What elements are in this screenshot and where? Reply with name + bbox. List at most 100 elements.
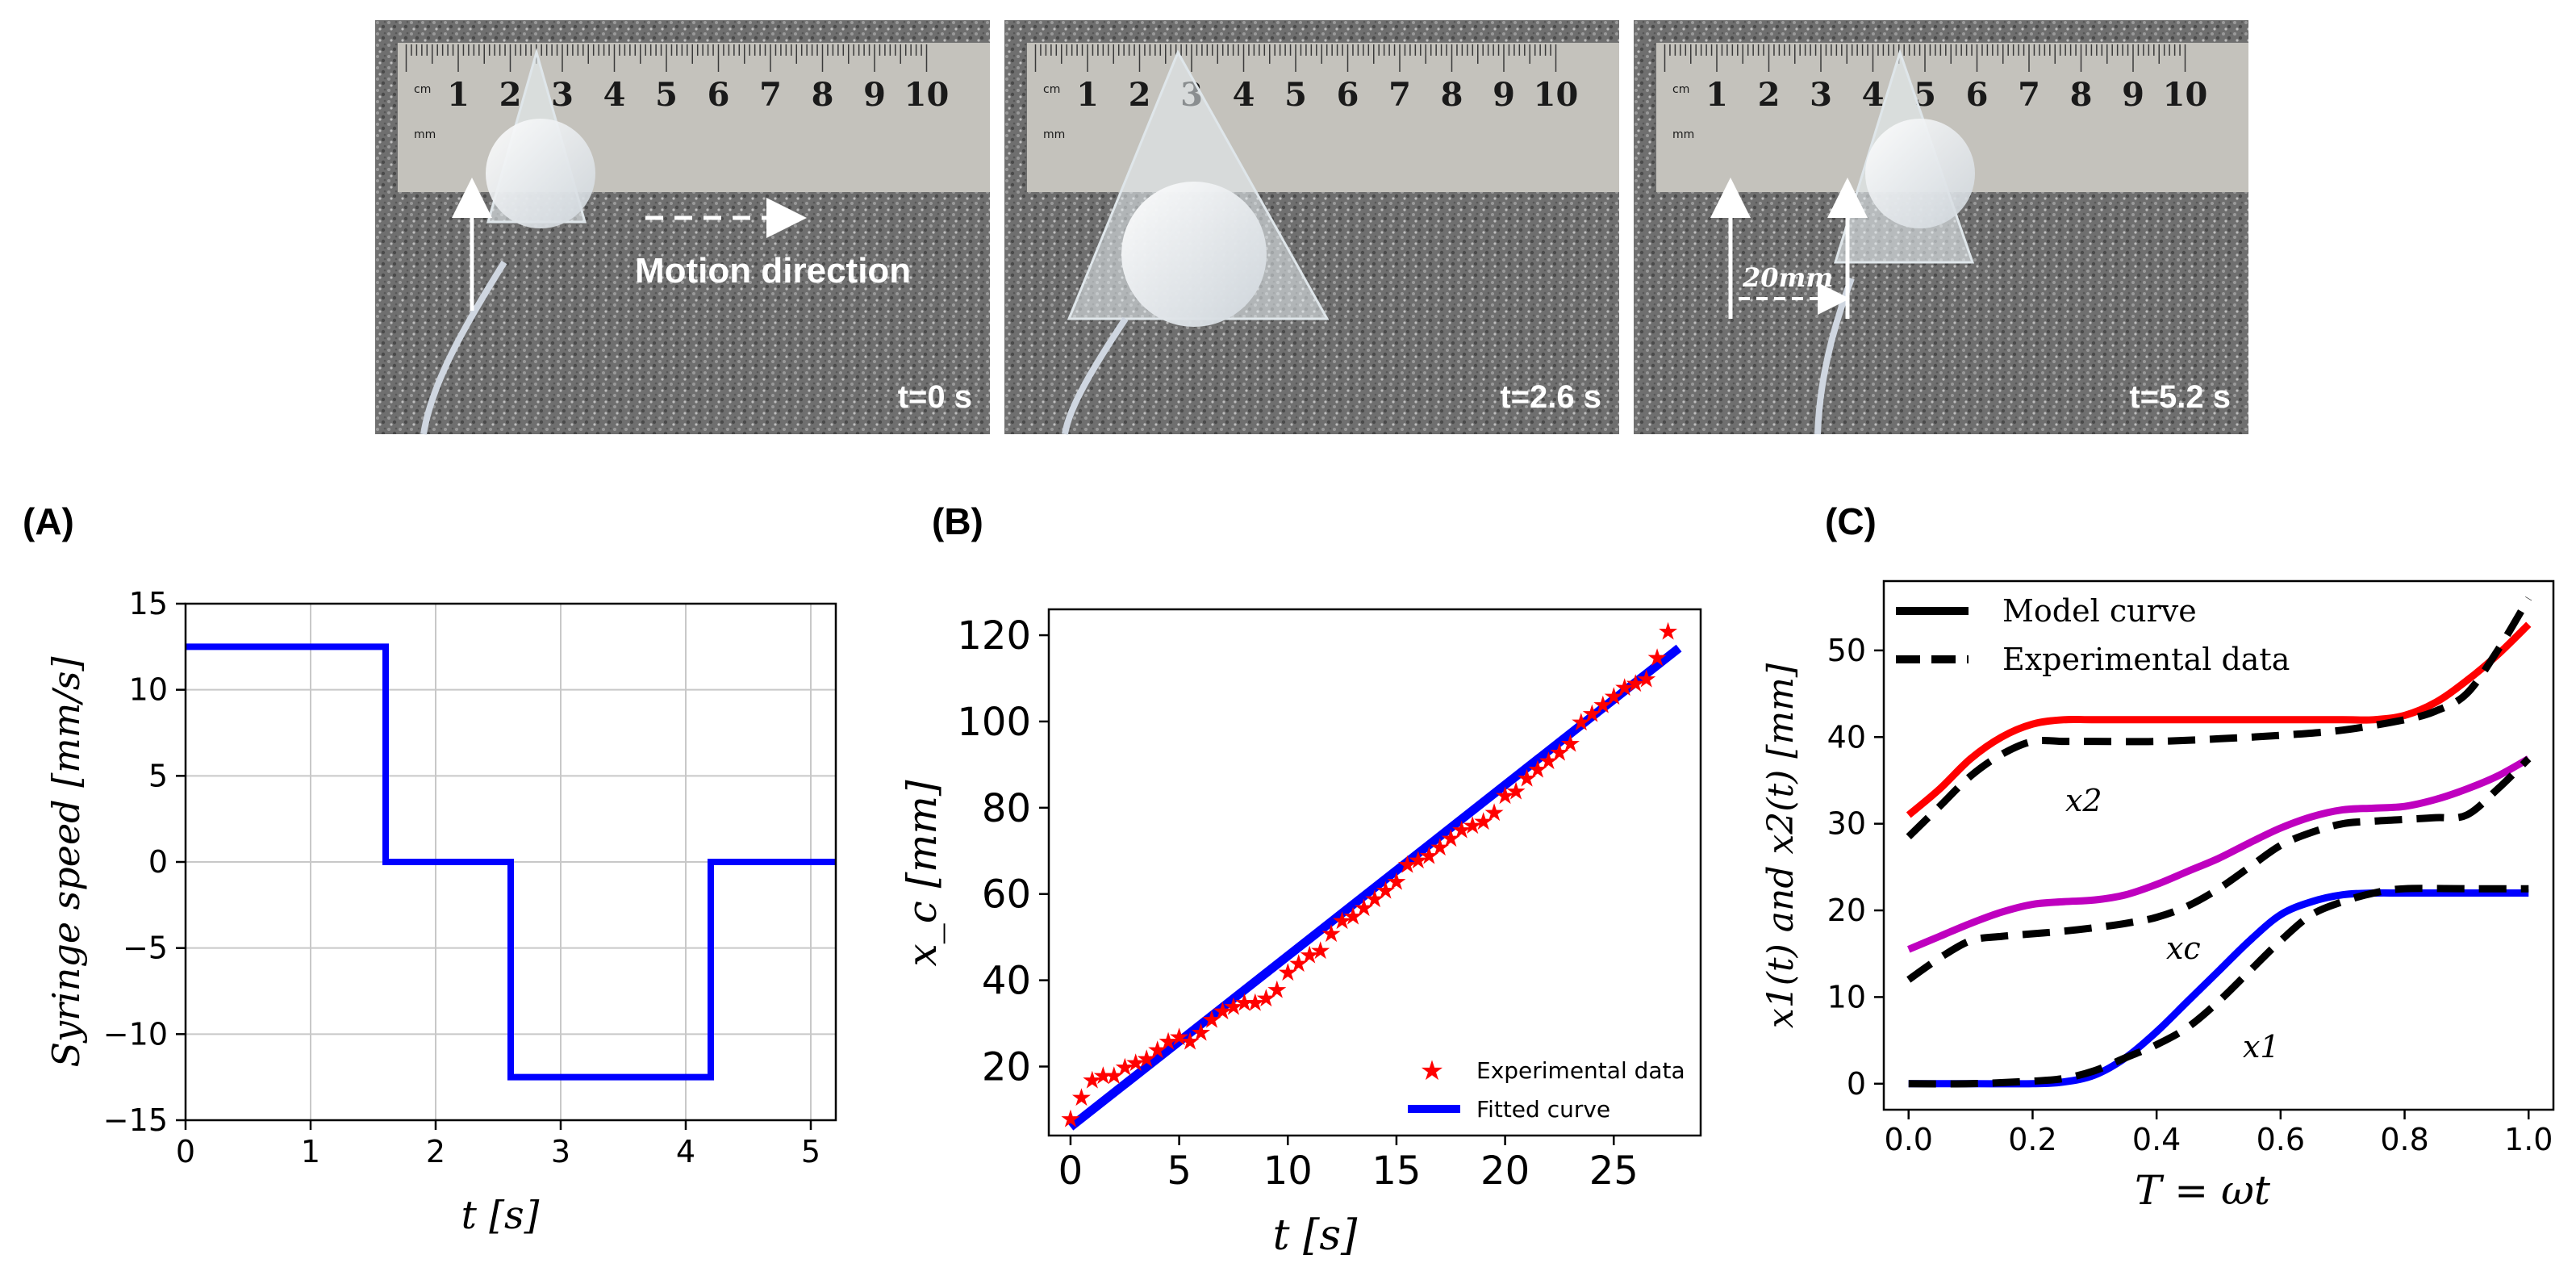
experimental-point: ★ (1092, 1062, 1114, 1090)
ruler-number: 7 (1388, 76, 1411, 114)
ruler-unit-mm: mm (1672, 128, 1694, 141)
experimental-point: ★ (1635, 666, 1657, 694)
experimental-point: ★ (1364, 885, 1386, 914)
chart-b-frame (1047, 608, 1702, 1137)
ruler-number: 1 (1076, 76, 1099, 114)
experimental-point: ★ (1146, 1036, 1168, 1065)
ruler-number: 10 (2163, 76, 2208, 114)
ruler (1027, 43, 1619, 192)
experimental-point: ★ (1212, 998, 1234, 1026)
experimental-point: ★ (1190, 1019, 1212, 1048)
ball (486, 119, 595, 228)
chart-b-legend: ★ Experimental data Fitted curve (1408, 1055, 1685, 1123)
experimental-point: ★ (1353, 894, 1375, 922)
y-tick-label: 10 (1827, 979, 1866, 1014)
experimental-point: ★ (1527, 756, 1549, 784)
legend-star-marker: ★ (1420, 1055, 1444, 1087)
experimental-point: ★ (1266, 976, 1288, 1004)
ruler-number: 1 (1706, 76, 1728, 114)
chart-a-xlabel: t [s] (461, 1193, 540, 1238)
x-tick-label: 0.4 (2132, 1122, 2181, 1157)
curve-label-x2: x2 (2065, 783, 2102, 818)
experimental-point: ★ (1440, 825, 1462, 853)
experimental-point: ★ (1255, 985, 1277, 1013)
y-tick-label: 120 (957, 613, 1031, 659)
ruler-number: 5 (1284, 76, 1307, 114)
chart-a-ticks: 0 1 2 3 4 5 −15 −10 −5 0 5 10 15 (103, 586, 820, 1169)
chart-c-xlabel: T = ωt (2135, 1167, 2271, 1214)
y-tick-label: 100 (957, 700, 1031, 745)
x-tick-label: 10 (1263, 1148, 1313, 1194)
x-tick-label: 0.0 (1885, 1122, 1933, 1157)
panel-label-c: (C) (1825, 500, 1877, 542)
tube (1062, 316, 1129, 435)
ruler-number: 8 (812, 76, 834, 114)
experimental-point: ★ (1570, 709, 1592, 737)
curve-label-x1: x1 (2243, 1029, 2280, 1065)
x-tick-label: 0.2 (2008, 1122, 2056, 1157)
ruler-number: 10 (1534, 76, 1579, 114)
tube (420, 260, 507, 435)
experimental-point: ★ (1614, 674, 1635, 702)
series-x2-model (1906, 621, 2532, 818)
x-tick-label: 3 (551, 1134, 570, 1169)
y-tick-label: −5 (123, 931, 168, 966)
y-tick-label: 40 (1827, 719, 1866, 755)
x-tick-label: 15 (1372, 1148, 1421, 1194)
experimental-point: ★ (1114, 1053, 1136, 1081)
legend-experimental-label: Experimental data (1476, 1057, 1685, 1084)
x-tick-label: 5 (801, 1134, 820, 1169)
legend-fitted-label: Fitted curve (1476, 1096, 1610, 1123)
experimental-point: ★ (1222, 993, 1244, 1022)
ruler-number: 3 (1810, 76, 1832, 114)
ruler-number: 1 (447, 76, 470, 114)
y-tick-label: 50 (1827, 633, 1866, 668)
ball (1121, 182, 1267, 327)
experimental-point: ★ (1407, 847, 1429, 875)
ruler-number: 10 (904, 76, 950, 114)
experimental-point: ★ (1321, 920, 1342, 948)
experimental-point: ★ (1548, 738, 1570, 767)
experimental-point: ★ (1299, 942, 1321, 970)
ruler-unit-cm: cm (414, 83, 431, 96)
experimental-point: ★ (1125, 1049, 1146, 1077)
experimental-point: ★ (1288, 950, 1309, 978)
ruler-number: 7 (759, 76, 782, 114)
x-tick-label: 1.0 (2504, 1122, 2553, 1157)
experimental-point: ★ (1158, 1027, 1179, 1056)
experimental-point: ★ (1103, 1062, 1125, 1090)
experimental-point: ★ (1516, 764, 1538, 793)
series-x1-model (1908, 889, 2529, 1088)
experimental-point: ★ (1647, 644, 1668, 672)
fitted-curve-line (1067, 644, 1682, 1131)
experimental-point: ★ (1429, 834, 1451, 862)
chart-c-ylabel: x1(t) and x2(t) [mm] (1760, 663, 1802, 1028)
ruler-number: 6 (1966, 76, 1989, 114)
y-tick-label: 0 (1847, 1066, 1866, 1102)
ruler-number: 7 (2018, 76, 2040, 114)
time-label-1: t=0 s (898, 379, 972, 415)
x-tick-label: 5 (1167, 1148, 1192, 1194)
series-xc-exp (1906, 755, 2532, 983)
x-tick-label: 0 (176, 1134, 195, 1169)
ruler-number: 5 (655, 76, 678, 114)
experimental-point: ★ (1559, 730, 1581, 759)
ruler-number: 4 (1233, 76, 1255, 114)
experimental-point: ★ (1657, 618, 1679, 646)
x-tick-label: 1 (301, 1134, 320, 1169)
y-tick-label: 10 (129, 672, 168, 708)
y-tick-label: 15 (129, 586, 168, 621)
experimental-point: ★ (1136, 1045, 1158, 1073)
experimental-point: ★ (1179, 1027, 1201, 1056)
chart-b-ticks: 0 5 10 15 20 25 20 40 60 80 100 120 (957, 613, 1638, 1194)
experimental-point: ★ (1277, 959, 1299, 987)
ruler-unit-cm: cm (1672, 83, 1689, 96)
ruler-number: 2 (499, 76, 522, 114)
time-label-3: t=5.2 s (2129, 379, 2231, 415)
ruler-number: 8 (1441, 76, 1463, 114)
chart-b-xlabel: t [s] (1273, 1211, 1358, 1260)
ruler-number: 9 (1493, 76, 1515, 114)
